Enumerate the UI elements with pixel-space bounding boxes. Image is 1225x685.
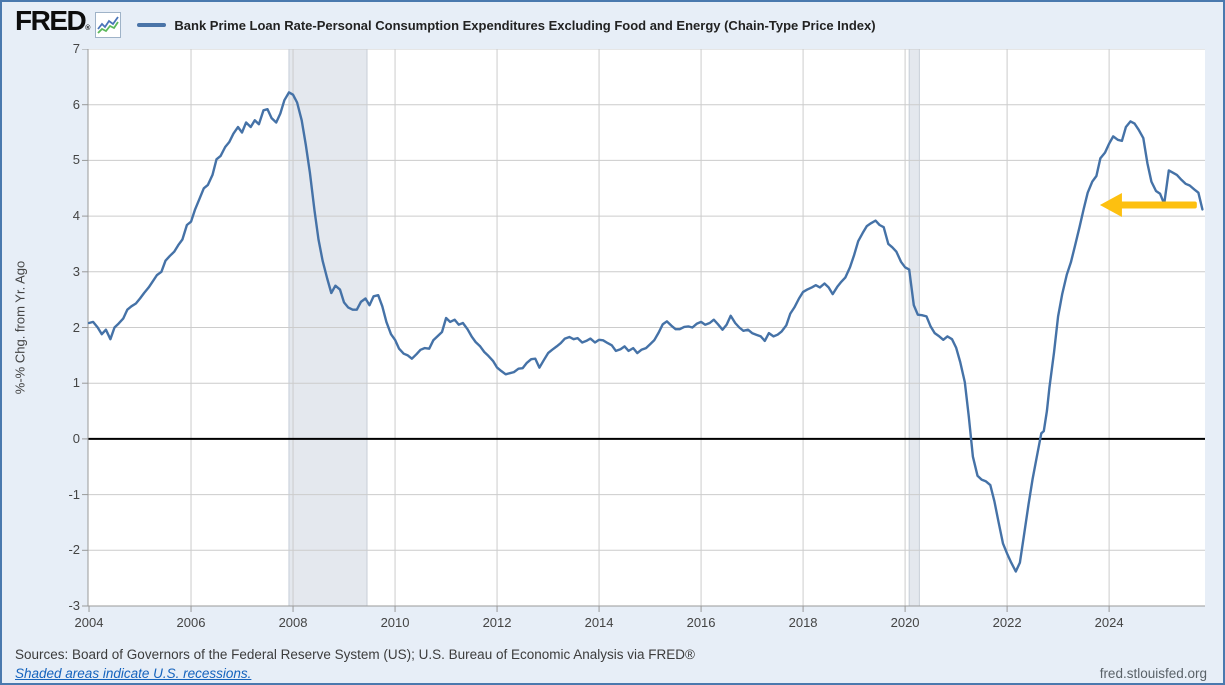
y-tick-label: 2 bbox=[72, 319, 80, 335]
fred-chart-icon bbox=[95, 12, 122, 38]
x-tick-label: 2016 bbox=[686, 615, 716, 630]
registered-mark: ® bbox=[85, 25, 91, 32]
legend-label: Bank Prime Loan Rate-Personal Consumptio… bbox=[174, 17, 876, 33]
x-tick-label: 2004 bbox=[74, 615, 104, 630]
x-tick-label: 2008 bbox=[278, 615, 308, 630]
y-tick-label: 5 bbox=[72, 152, 80, 168]
y-tick-label: -3 bbox=[68, 598, 80, 613]
y-tick-label: 4 bbox=[72, 208, 80, 224]
y-tick-label: 3 bbox=[72, 263, 80, 279]
site-label: fred.stlouisfed.org bbox=[1099, 666, 1207, 681]
x-tick-label: 2024 bbox=[1094, 615, 1124, 630]
plot-area[interactable] bbox=[82, 49, 1205, 614]
x-tick-label: 2020 bbox=[890, 615, 920, 630]
x-tick-label: 2012 bbox=[482, 615, 512, 630]
y-tick-label: 1 bbox=[72, 375, 80, 391]
y-tick-label: -1 bbox=[68, 486, 80, 502]
chart-header: FRED® Bank Prime Loan Rate-Personal Cons… bbox=[15, 7, 876, 43]
x-tick-label: 2014 bbox=[584, 615, 614, 630]
sources-text: Sources: Board of Governors of the Feder… bbox=[15, 647, 695, 662]
x-tick-label: 2010 bbox=[380, 615, 410, 630]
x-tick-label: 2018 bbox=[788, 615, 818, 630]
y-tick-label: 0 bbox=[72, 430, 80, 446]
y-axis-title: %-% Chg. from Yr. Ago bbox=[12, 260, 28, 395]
legend-line-sample bbox=[137, 23, 167, 27]
data-line bbox=[87, 91, 1204, 573]
y-tick-label: 6 bbox=[72, 96, 80, 112]
annotation-arrow-head bbox=[1099, 192, 1122, 217]
y-tick-label: -2 bbox=[68, 542, 80, 558]
fred-logo[interactable]: FRED® bbox=[15, 5, 91, 36]
x-tick-label: 2006 bbox=[176, 615, 206, 630]
x-tick-label: 2022 bbox=[992, 615, 1022, 630]
legend-item[interactable]: Bank Prime Loan Rate-Personal Consumptio… bbox=[137, 17, 876, 33]
y-tick-label: 7 bbox=[72, 41, 80, 56]
annotation-arrow-shaft bbox=[1119, 201, 1197, 209]
recession-note-link[interactable]: Shaded areas indicate U.S. recessions. bbox=[15, 666, 252, 681]
